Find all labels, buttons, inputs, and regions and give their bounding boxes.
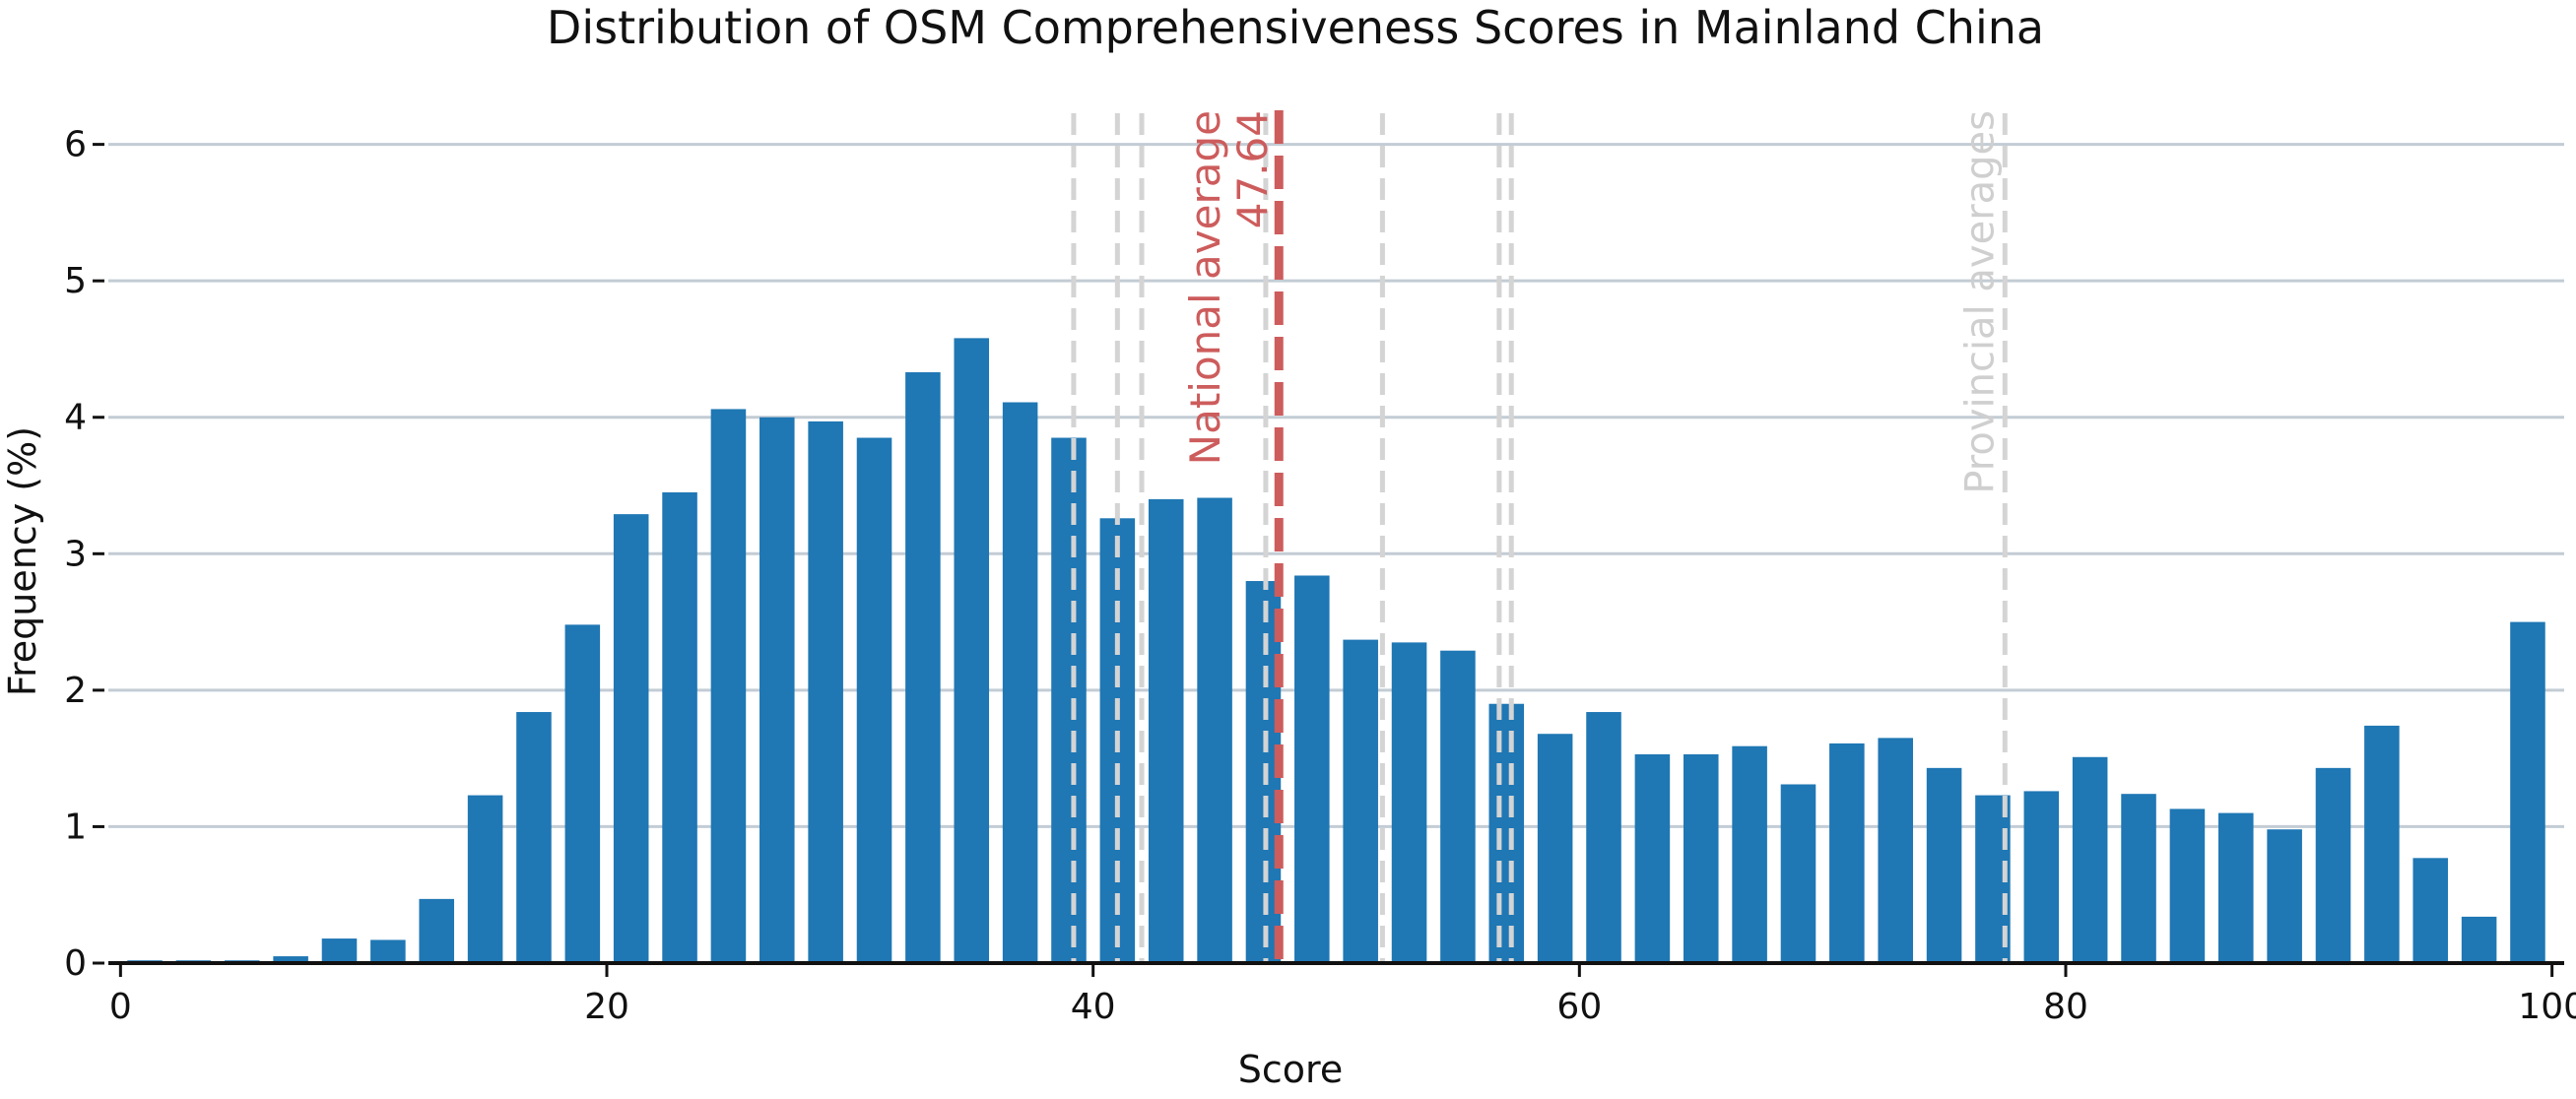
national-average-value: 47.64	[1228, 110, 1277, 228]
histogram-bar	[1683, 753, 1719, 963]
histogram-bar	[564, 624, 601, 963]
x-tick-label-0: 0	[109, 987, 132, 1027]
histogram-bar	[467, 795, 503, 963]
histogram-bar	[1926, 767, 1962, 963]
national-average-label: National average	[1181, 110, 1229, 465]
histogram-bar	[2510, 621, 2545, 963]
histogram-bar	[710, 409, 747, 963]
histogram-bar	[1780, 784, 1816, 963]
y-tick-label-1: 1	[64, 807, 87, 847]
x-axis-label: Score	[1238, 1048, 1343, 1091]
histogram-bar	[1002, 402, 1038, 964]
y-tick-label-6: 6	[64, 125, 87, 165]
histogram-bar	[2267, 829, 2302, 963]
histogram-bar	[905, 372, 941, 964]
histogram-bar	[1051, 437, 1087, 963]
histogram-bar	[1148, 498, 1184, 963]
histogram-bar	[273, 956, 308, 963]
y-tick-label-0: 0	[64, 943, 87, 984]
histogram-bar	[1829, 743, 1865, 963]
histogram-bar	[2121, 794, 2156, 963]
histogram-bar	[2315, 767, 2351, 963]
x-tick-label-80: 80	[2043, 987, 2088, 1027]
histogram-bar	[419, 898, 454, 963]
histogram-bar	[1294, 575, 1330, 963]
provincial-lines-layer: Provincial averages	[1071, 110, 2008, 963]
histogram-bar	[856, 437, 892, 963]
histogram-bar	[516, 712, 552, 963]
x-tick-label-40: 40	[1071, 987, 1116, 1027]
histogram-bar	[613, 514, 649, 963]
histogram-bar	[2461, 916, 2497, 963]
bars-layer	[127, 338, 2545, 964]
histogram-bar	[370, 939, 406, 963]
y-tick-label-3: 3	[64, 534, 87, 574]
grid-layer	[108, 143, 2564, 828]
histogram-bar	[1343, 639, 1378, 963]
x-tick-label-100: 100	[2518, 987, 2576, 1027]
histogram-bar	[1440, 650, 1476, 963]
histogram-bar	[662, 491, 697, 963]
histogram-bar	[1878, 738, 1913, 963]
histogram-bar	[1488, 703, 1525, 963]
histogram-bar	[1732, 745, 1767, 963]
y-axis-label: Frequency (%)	[1, 426, 44, 696]
histogram-bar	[1586, 712, 1621, 963]
histogram-bar	[954, 338, 990, 963]
chart-title: Distribution of OSM Comprehensiveness Sc…	[547, 1, 2044, 54]
histogram-bar	[321, 938, 358, 963]
histogram-bar	[2218, 812, 2254, 963]
histogram-bar	[2072, 756, 2108, 963]
x-tick-label-20: 20	[584, 987, 629, 1027]
y-tick-label-4: 4	[64, 398, 87, 438]
histogram-bar	[2364, 725, 2400, 963]
histogram-bar	[808, 420, 843, 964]
y-tick-label-5: 5	[64, 261, 87, 301]
x-tick-label-60: 60	[1556, 987, 1602, 1027]
histogram-bar	[1634, 753, 1671, 963]
histogram-bar	[1391, 642, 1427, 963]
histogram-bar	[1197, 497, 1232, 963]
histogram-bar	[1537, 734, 1573, 963]
histogram-bar	[2169, 808, 2206, 963]
histogram-bar	[2023, 791, 2060, 963]
national-line-layer: National average 47.64	[1181, 110, 1284, 963]
y-tick-label-2: 2	[64, 671, 87, 711]
provincial-averages-label: Provincial averages	[1957, 110, 2003, 494]
histogram-bar	[760, 417, 795, 963]
histogram-bar	[2412, 858, 2449, 963]
